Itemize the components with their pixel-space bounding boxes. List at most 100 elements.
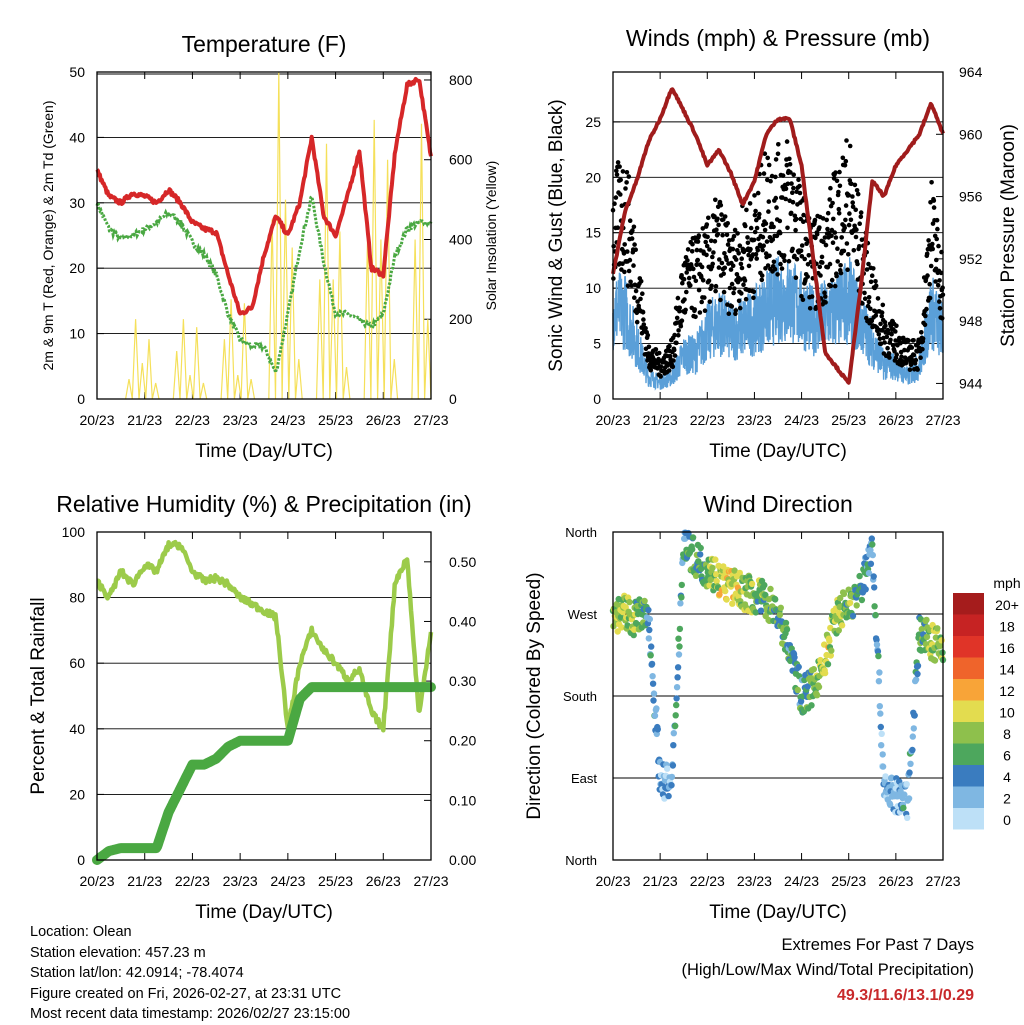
gust-point (646, 351, 651, 356)
gust-point (846, 222, 852, 228)
gust-point (783, 186, 789, 192)
direction-point (878, 742, 885, 749)
x-tick-label: 25/23 (831, 412, 866, 428)
direction-point (673, 701, 680, 709)
y-tick-label: 100 (62, 524, 86, 540)
gust-point (761, 243, 766, 248)
direction-ylabel: Direction (Colored By Speed) (524, 572, 545, 819)
gust-point (777, 230, 783, 236)
y-tick-label: 0 (593, 391, 601, 407)
gust-point (876, 332, 882, 337)
gust-point (759, 273, 765, 278)
direction-point (646, 615, 653, 623)
gust-point (868, 279, 874, 285)
gust-point (806, 253, 812, 258)
gust-point (679, 318, 685, 324)
gust-point (832, 283, 838, 289)
gust-point (772, 266, 778, 272)
gust-point (755, 190, 761, 196)
gust-point (711, 250, 716, 255)
gust-point (618, 192, 623, 197)
gust-point (692, 307, 697, 312)
gust-point (763, 251, 769, 256)
gust-point (733, 308, 739, 313)
direction-point (828, 647, 835, 654)
direction-point (808, 702, 815, 709)
gust-point (746, 263, 752, 269)
gust-point (833, 170, 838, 175)
direction-point (713, 577, 720, 585)
direction-point (911, 712, 918, 719)
gust-point (671, 347, 677, 353)
gust-point (937, 299, 942, 304)
gust-point (611, 244, 616, 249)
direction-point (672, 712, 679, 719)
y-tick-label: 0 (77, 852, 85, 868)
direction-point (905, 795, 913, 802)
gust-point (786, 258, 792, 264)
gust-point (920, 346, 925, 352)
gust-point (812, 217, 818, 223)
direction-point (668, 782, 675, 789)
gust-point (736, 298, 742, 304)
direction-point (907, 760, 914, 767)
gust-point (838, 270, 844, 276)
gust-point (745, 240, 751, 246)
gust-point (693, 314, 698, 320)
y-tick-right-label: 600 (449, 152, 473, 168)
gust-point (837, 169, 842, 175)
gust-point (842, 225, 847, 231)
gust-point (717, 257, 722, 262)
gust-point (706, 278, 712, 284)
direction-point (674, 674, 681, 681)
gust-point (645, 332, 651, 338)
gust-point (688, 283, 693, 288)
gust-point (627, 218, 633, 223)
gust-point (934, 257, 939, 263)
temperature-line (95, 76, 433, 316)
gust-point (623, 186, 628, 191)
gust-point (751, 289, 757, 295)
plot-frame (96, 71, 432, 400)
direction-point (697, 551, 704, 558)
gust-point (833, 235, 839, 240)
direction-point (824, 661, 832, 668)
gust-point (911, 338, 916, 343)
plot-frame (612, 71, 944, 400)
direction-point (676, 625, 684, 633)
gust-point (839, 235, 844, 240)
gust-point (869, 318, 875, 324)
gust-point (908, 362, 914, 368)
direction-point (826, 637, 833, 645)
gust-point (827, 197, 832, 202)
gust-point (796, 177, 801, 183)
gust-point (748, 246, 753, 252)
gust-point (648, 368, 654, 373)
gust-point (683, 307, 688, 313)
gust-point (732, 286, 737, 291)
gust-point (707, 299, 713, 305)
direction-point (849, 612, 857, 620)
direction-point (709, 564, 716, 572)
gust-point (722, 214, 728, 219)
direction-point (669, 762, 677, 769)
gust-point (877, 336, 883, 342)
gust-point (793, 275, 799, 281)
direction-point (676, 643, 683, 650)
winds-xlabel: Time (Day/UTC) (709, 441, 847, 462)
gust-point (633, 247, 638, 252)
gust-point (837, 183, 843, 189)
gust-point (886, 351, 892, 356)
gust-point (630, 228, 635, 233)
gust-point (894, 352, 899, 357)
gust-point (788, 170, 793, 175)
legend-label: 10 (999, 705, 1015, 721)
temperature-title: Temperature (F) (182, 31, 347, 57)
direction-point (813, 692, 821, 699)
gust-point (737, 305, 743, 311)
gust-point (739, 256, 744, 262)
gust-point (757, 211, 762, 217)
gust-point (676, 328, 681, 333)
direction-point (868, 535, 875, 542)
x-tick-label: 21/23 (127, 873, 162, 889)
